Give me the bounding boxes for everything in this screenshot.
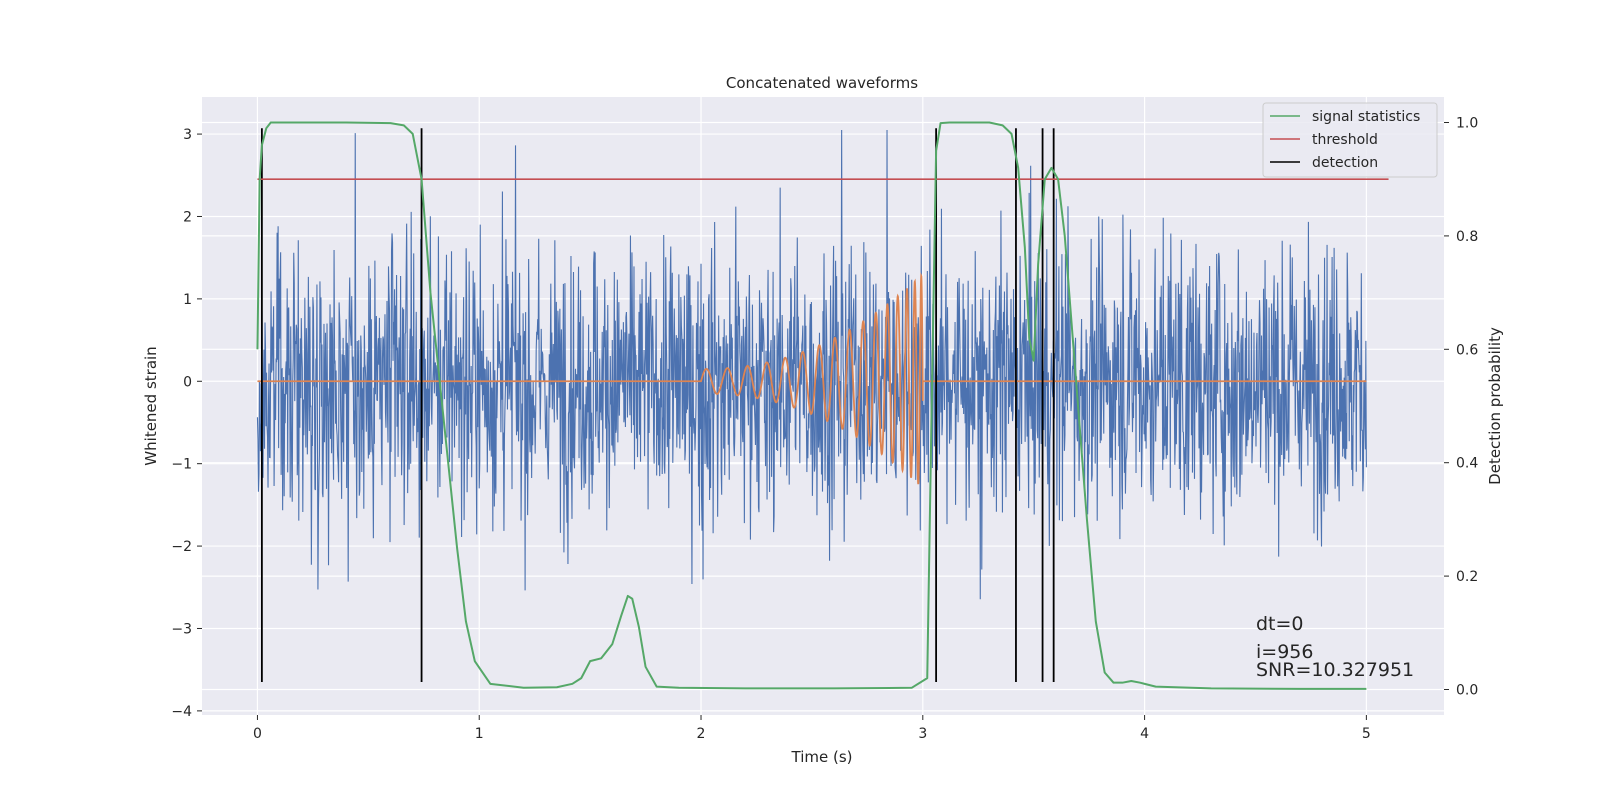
injected-waveform-line <box>257 272 1367 485</box>
y-right-tick-label: 0.8 <box>1456 229 1478 245</box>
signal-statistics-line <box>256 121 1367 690</box>
x-tick-label: 4 <box>1140 726 1149 742</box>
x-tick-label: 2 <box>697 726 706 742</box>
whitened-strain-line <box>256 129 1367 600</box>
y-left-tick-label: 2 <box>183 209 192 225</box>
y-left-tick-label: −1 <box>171 457 192 473</box>
y-right-tick-label: 0.4 <box>1456 456 1478 472</box>
legend-label-detection: detection <box>1312 155 1378 171</box>
x-tick-label: 5 <box>1362 726 1371 742</box>
y-axis-label-left: Whitened strain <box>142 346 160 465</box>
x-axis-label: Time (s) <box>791 748 853 766</box>
annotation-index: i=956 <box>1256 641 1313 663</box>
axis-ticks: 0 1 2 3 4 5 −4 −3 −2 −1 0 1 2 3 0.0 0.2 0.4 0.6 0.8 1.0 <box>171 116 1478 742</box>
y-axis-label-right: Detection probability <box>1486 327 1504 485</box>
legend-box <box>1262 102 1438 178</box>
annotations: dt=0 i=956 SNR=10.327951 <box>1256 613 1414 681</box>
y-right-tick-label: 1.0 <box>1456 116 1478 132</box>
legend-label-threshold: threshold <box>1312 132 1378 148</box>
y-right-tick-label: 0.6 <box>1456 342 1478 358</box>
x-tick-label: 0 <box>253 726 262 742</box>
annotation-snr: SNR=10.327951 <box>1256 659 1414 681</box>
injected-waveform-series <box>257 272 1367 485</box>
y-left-tick-label: −2 <box>171 539 192 555</box>
x-tick-label: 1 <box>475 726 484 742</box>
y-left-tick-label: 0 <box>183 374 192 390</box>
x-tick-label: 3 <box>918 726 927 742</box>
legend: signal statistics threshold detection <box>1262 102 1438 178</box>
y-left-tick-label: 3 <box>183 127 192 143</box>
chart-title: Concatenated waveforms <box>726 74 918 92</box>
whitened-strain-series <box>256 129 1367 600</box>
y-left-tick-label: −4 <box>171 704 192 720</box>
annotation-dt: dt=0 <box>1256 613 1304 635</box>
detection-lines <box>260 128 1055 683</box>
signal-statistics-series <box>256 121 1367 690</box>
y-right-tick-label: 0.0 <box>1456 682 1478 698</box>
legend-label-signal-statistics: signal statistics <box>1312 109 1420 125</box>
y-right-tick-label: 0.2 <box>1456 569 1478 585</box>
y-left-tick-label: 1 <box>183 292 192 308</box>
y-left-tick-label: −3 <box>171 621 192 637</box>
